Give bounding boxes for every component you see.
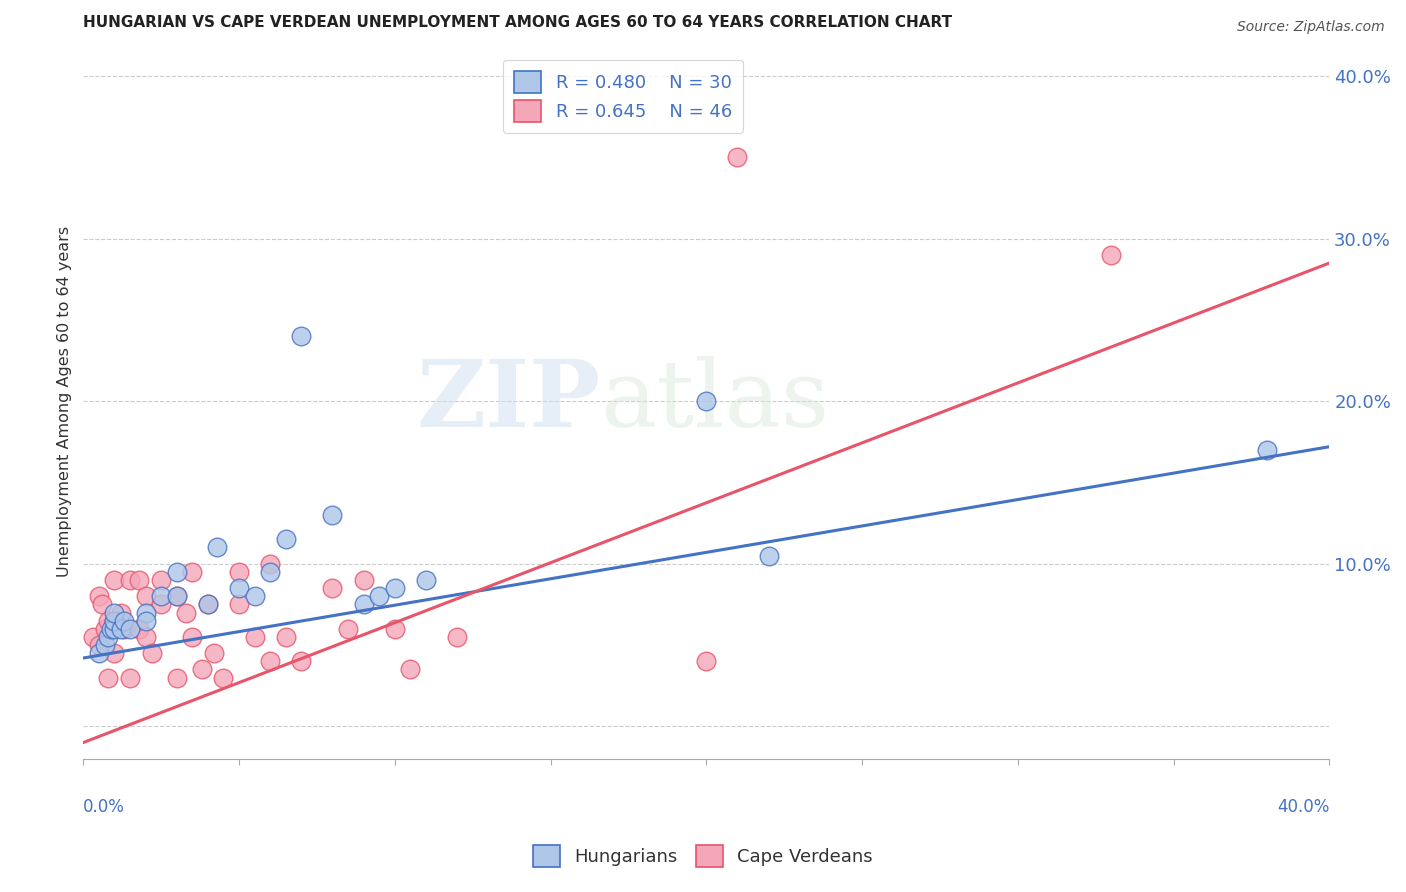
Point [118, 573, 141, 587]
Point [415, 573, 437, 587]
Point [228, 565, 250, 579]
Legend: R = 0.480    N = 30, R = 0.645    N = 46: R = 0.480 N = 30, R = 0.645 N = 46 [503, 60, 742, 133]
Point [1256, 442, 1278, 457]
Text: 0.0%: 0.0% [83, 798, 125, 816]
Point [695, 394, 717, 409]
Point [87, 589, 110, 603]
Point [207, 541, 229, 555]
Point [135, 606, 157, 620]
Point [103, 614, 125, 628]
Point [353, 598, 375, 612]
Point [399, 662, 422, 676]
Point [166, 589, 188, 603]
Point [87, 646, 110, 660]
Point [197, 598, 219, 612]
Point [321, 508, 343, 522]
Point [87, 638, 110, 652]
Point [259, 654, 281, 668]
Point [135, 589, 157, 603]
Legend: Hungarians, Cape Verdeans: Hungarians, Cape Verdeans [526, 838, 880, 874]
Point [243, 589, 266, 603]
Point [166, 589, 188, 603]
Point [290, 654, 312, 668]
Point [103, 646, 125, 660]
Point [695, 654, 717, 668]
Point [103, 614, 125, 628]
Point [181, 630, 204, 644]
Point [100, 622, 122, 636]
Point [91, 598, 114, 612]
Point [259, 557, 281, 571]
Point [103, 573, 125, 587]
Point [353, 573, 375, 587]
Point [166, 671, 188, 685]
Point [337, 622, 360, 636]
Point [135, 630, 157, 644]
Point [166, 565, 188, 579]
Point [290, 329, 312, 343]
Point [103, 606, 125, 620]
Point [190, 662, 212, 676]
Point [97, 671, 120, 685]
Point [150, 598, 173, 612]
Point [94, 622, 117, 636]
Point [274, 630, 297, 644]
Point [321, 581, 343, 595]
Point [110, 606, 132, 620]
Text: atlas: atlas [600, 356, 830, 446]
Point [82, 630, 104, 644]
Point [384, 622, 406, 636]
Point [128, 573, 150, 587]
Point [150, 573, 173, 587]
Point [97, 614, 120, 628]
Point [243, 630, 266, 644]
Point [150, 589, 173, 603]
Y-axis label: Unemployment Among Ages 60 to 64 years: Unemployment Among Ages 60 to 64 years [58, 226, 72, 577]
Point [118, 622, 141, 636]
Point [1099, 248, 1122, 262]
Point [97, 630, 120, 644]
Point [94, 638, 117, 652]
Point [212, 671, 235, 685]
Text: HUNGARIAN VS CAPE VERDEAN UNEMPLOYMENT AMONG AGES 60 TO 64 YEARS CORRELATION CHA: HUNGARIAN VS CAPE VERDEAN UNEMPLOYMENT A… [83, 15, 952, 30]
Point [259, 565, 281, 579]
Point [135, 614, 157, 628]
Point [110, 622, 132, 636]
Point [228, 581, 250, 595]
Text: Source: ZipAtlas.com: Source: ZipAtlas.com [1237, 20, 1385, 34]
Point [228, 598, 250, 612]
Point [112, 614, 135, 628]
Point [174, 606, 197, 620]
Point [274, 533, 297, 547]
Point [758, 549, 780, 563]
Point [181, 565, 204, 579]
Point [725, 150, 748, 164]
Point [141, 646, 163, 660]
Point [368, 589, 391, 603]
Point [197, 598, 219, 612]
Point [446, 630, 468, 644]
Point [118, 671, 141, 685]
Text: ZIP: ZIP [416, 356, 600, 446]
Point [103, 622, 125, 636]
Text: 40.0%: 40.0% [1277, 798, 1329, 816]
Point [202, 646, 225, 660]
Point [112, 622, 135, 636]
Point [128, 622, 150, 636]
Point [384, 581, 406, 595]
